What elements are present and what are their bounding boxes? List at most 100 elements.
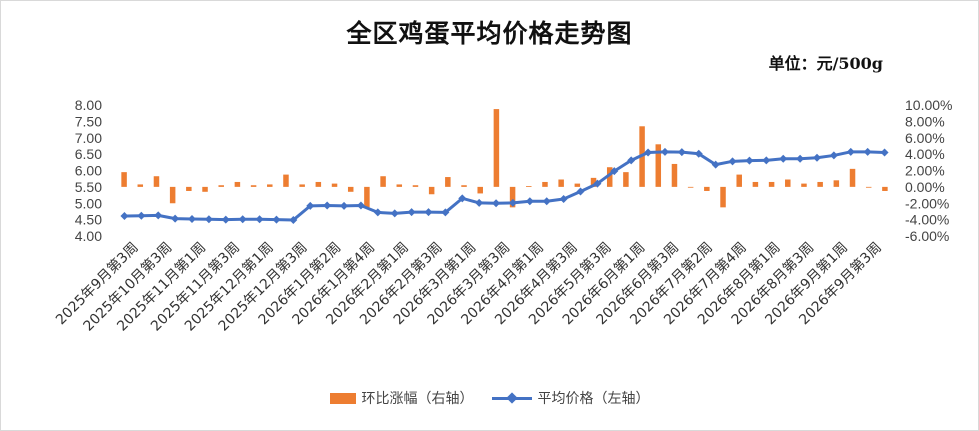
price-point <box>255 215 264 224</box>
price-point <box>272 215 281 224</box>
bar <box>250 185 257 187</box>
price-point <box>711 160 720 169</box>
y-left-tick-label: 5.50 <box>75 179 102 195</box>
y-right-tick-label: 4.00% <box>905 146 945 162</box>
bar <box>121 172 127 187</box>
bar <box>606 167 613 187</box>
price-point <box>356 201 365 210</box>
price-point <box>204 215 213 224</box>
price-point <box>796 154 805 163</box>
legend-bar-label: 环比涨幅（右轴） <box>361 391 474 407</box>
bar <box>768 181 775 187</box>
price-point <box>846 147 855 156</box>
price-point <box>525 197 534 206</box>
price-point <box>829 151 838 160</box>
y-left-tick-label: 7.00 <box>75 130 102 146</box>
bar <box>623 172 629 187</box>
bar <box>882 186 888 191</box>
price-point <box>238 215 247 224</box>
bar <box>817 181 823 187</box>
price-point <box>508 198 517 207</box>
price-point <box>441 208 450 217</box>
price-point <box>542 197 551 206</box>
bar <box>186 186 192 191</box>
bar <box>137 184 144 187</box>
legend-item-bar: 环比涨幅（右轴） <box>329 388 474 408</box>
bar <box>801 183 807 187</box>
price-point <box>728 157 737 166</box>
bar <box>509 186 516 208</box>
price-point <box>660 147 669 156</box>
price-point <box>593 179 602 188</box>
price-point <box>373 208 382 217</box>
chart-title: 全区鸡蛋平均价格走势图 <box>346 19 633 48</box>
bar <box>477 186 483 194</box>
price-point <box>779 154 788 163</box>
bar <box>202 186 208 192</box>
bar <box>396 184 403 187</box>
price-line <box>124 150 885 222</box>
bar <box>752 181 759 187</box>
bar <box>833 180 840 187</box>
price-point <box>289 215 298 224</box>
bar <box>687 186 694 188</box>
bar <box>347 186 354 192</box>
bar <box>590 177 597 187</box>
legend-line-swatch <box>491 392 532 404</box>
y-left-tick-label: 6.50 <box>75 146 102 162</box>
y-right-tick-label: -6.00% <box>905 228 949 244</box>
bar <box>169 186 176 204</box>
price-point <box>610 167 619 176</box>
price-point <box>458 194 467 203</box>
price-point <box>221 215 230 224</box>
price-point <box>475 198 484 207</box>
y-left-tick-label: 7.50 <box>75 113 102 129</box>
bar <box>412 185 419 187</box>
y-left-tick-label: 8.00 <box>75 97 102 113</box>
bar <box>574 183 581 187</box>
y-right-tick-label: -4.00% <box>905 212 949 228</box>
y-right-tick-label: 10.00% <box>905 97 952 113</box>
bar <box>526 186 532 187</box>
bar <box>558 179 564 187</box>
price-point <box>171 214 180 223</box>
price-point <box>627 156 636 165</box>
bar <box>445 177 451 187</box>
bar <box>865 186 872 188</box>
y-left-tick-label: 4.00 <box>75 228 102 244</box>
bar <box>849 168 856 187</box>
bar <box>785 179 791 187</box>
legend-bar-swatch <box>329 392 356 404</box>
bar <box>315 181 322 187</box>
bar <box>671 163 678 187</box>
price-point <box>812 153 821 162</box>
y-right-tick-label: 2.00% <box>905 163 945 179</box>
bar <box>364 186 370 208</box>
y-right-tick-label: 8.00% <box>905 113 945 129</box>
y-left-tick-label: 4.50 <box>75 212 102 228</box>
y-right-tick-label: 0.00% <box>905 179 945 195</box>
price-point <box>340 201 349 210</box>
bar <box>704 186 710 191</box>
bar <box>299 184 305 187</box>
unit-label: 单位：元/500g <box>768 54 883 73</box>
bar <box>461 185 467 187</box>
price-point <box>390 209 399 218</box>
price-point <box>154 211 163 220</box>
bar <box>736 174 742 187</box>
price-point <box>762 156 771 165</box>
price-point <box>137 211 146 220</box>
price-point <box>323 201 332 210</box>
y-left-tick-label: 6.00 <box>75 163 102 179</box>
price-point <box>880 148 889 157</box>
price-point <box>559 194 568 203</box>
bar <box>234 181 241 187</box>
price-point <box>188 214 197 223</box>
bar <box>218 185 224 187</box>
price-point <box>745 156 754 165</box>
bar <box>380 176 386 187</box>
price-point <box>306 201 315 210</box>
price-point <box>644 148 653 157</box>
y-right-tick-label: 6.00% <box>905 130 945 146</box>
